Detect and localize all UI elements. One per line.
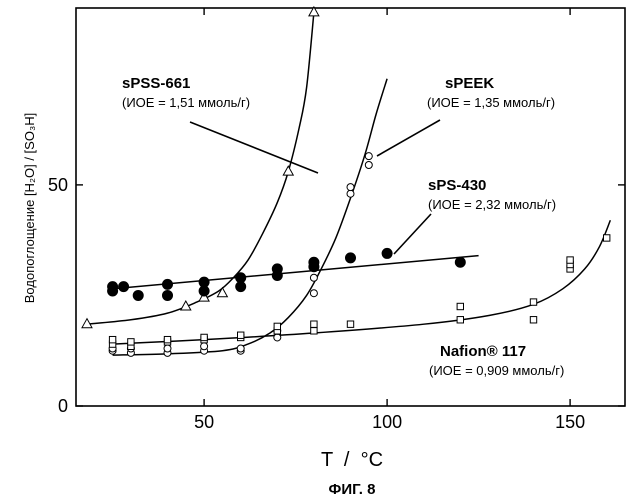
x-tick-label-100: 100 [372, 412, 402, 432]
series-label-sps430: sPS-430 [428, 177, 486, 194]
data-point-s2-9 [235, 272, 247, 284]
fit-curve-0 [86, 12, 315, 325]
x-axis-title: T / °C [321, 449, 383, 471]
data-point-s2-11 [271, 263, 283, 275]
data-point-s3-14 [346, 320, 355, 328]
data-point-s1-5 [163, 344, 172, 353]
data-point-s3-13 [310, 320, 318, 328]
series-label-nafion: Nafion® 117 [440, 343, 526, 360]
data-point-s3-1 [108, 335, 117, 344]
fit-curve-2 [112, 254, 479, 290]
data-point-s2-5 [162, 278, 173, 290]
data-point-s1-15 [346, 189, 355, 198]
data-point-s0-0 [81, 317, 93, 329]
data-point-s1-18 [364, 152, 373, 161]
data-point-s3-17 [529, 316, 538, 324]
data-point-s2-16 [454, 256, 466, 268]
y-tick-label-0: 0 [58, 396, 68, 416]
data-point-s0-2 [198, 291, 210, 302]
x-tick-label-50: 50 [194, 412, 214, 432]
data-point-s2-14 [345, 252, 356, 264]
data-point-s3-11 [273, 322, 282, 331]
data-point-s2-1 [107, 281, 119, 293]
data-point-s2-7 [198, 276, 210, 288]
data-point-s2-2 [118, 281, 130, 293]
data-point-s3-18 [529, 298, 538, 306]
series-ioe-nafion: (ИОЕ = 0,909 ммоль/г) [429, 363, 564, 378]
series-label-spss661: sPSS-661 [122, 75, 190, 92]
data-point-s3-12 [310, 327, 318, 335]
figure-caption: ФИГ. 8 [329, 481, 376, 498]
series-label-speek: sPEEK [445, 75, 494, 92]
x-tick-label-150: 150 [555, 412, 585, 432]
data-point-s1-7 [200, 342, 209, 351]
series-ioe-speek: (ИОЕ = 1,35 ммоль/г) [427, 95, 555, 110]
data-point-s0-1 [179, 299, 192, 311]
y-axis-title: Водопоглощение [H₂O] / [SO₃H] [22, 113, 37, 303]
data-point-s3-3 [127, 338, 135, 346]
data-point-s2-3 [132, 289, 144, 301]
data-point-s1-12 [309, 289, 318, 298]
y-tick-label-50: 50 [48, 175, 68, 195]
axis-ticks: 50 100 150 0 50 [48, 8, 625, 432]
data-point-s1-16 [346, 183, 355, 192]
data-point-s0-4 [282, 165, 295, 176]
data-point-s2-15 [381, 247, 393, 259]
pointer-spss661 [189, 121, 319, 174]
pointer-speek [376, 119, 441, 157]
data-point-s3-16 [456, 302, 465, 311]
data-point-s3-21 [566, 256, 574, 264]
data-point-s1-9 [236, 344, 245, 353]
data-point-s2-4 [162, 289, 173, 301]
data-point-s3-7 [200, 333, 208, 342]
data-point-s3-5 [163, 335, 172, 344]
data-point-s1-10 [273, 333, 282, 342]
data-point-s3-15 [456, 316, 465, 324]
fit-curve-1 [112, 78, 388, 356]
series-ioe-spss661: (ИОЕ = 1,51 ммоль/г) [122, 95, 250, 110]
data-point-s3-22 [603, 234, 611, 242]
plot-frame [75, 7, 626, 407]
data-point-s1-13 [309, 273, 318, 282]
data-point-s0-3 [216, 286, 229, 298]
data-point-s0-5 [308, 5, 320, 17]
data-point-s1-17 [364, 160, 373, 169]
data-points [81, 5, 611, 357]
pointer-sps430 [393, 213, 432, 255]
series-ioe-sps430: (ИОЕ = 2,32 ммоль/г) [428, 197, 556, 212]
data-point-s2-13 [308, 256, 320, 268]
data-point-s3-9 [237, 331, 245, 339]
